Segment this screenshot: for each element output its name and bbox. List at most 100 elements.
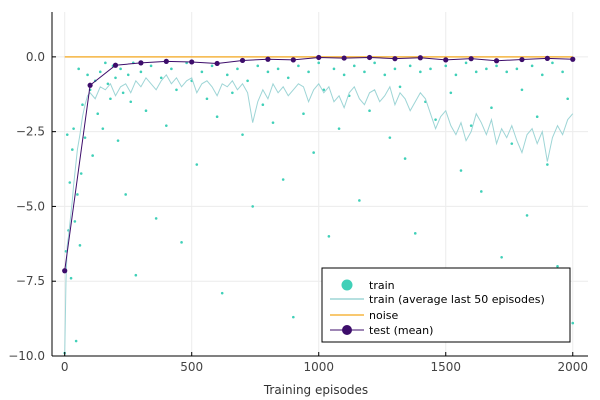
train-point — [556, 264, 559, 268]
y-tick-label: −5.0 — [16, 199, 45, 213]
train-point — [352, 64, 356, 68]
legend-entry-train-average: train (average last 50 episodes) — [330, 293, 545, 306]
test-mean-point — [570, 56, 576, 62]
train-point — [77, 67, 80, 71]
train-point — [388, 136, 392, 139]
train-point — [101, 127, 105, 130]
train-point — [65, 133, 69, 136]
test-mean-point — [468, 56, 474, 62]
train-point — [71, 148, 74, 151]
train-point — [551, 61, 554, 65]
train-point — [241, 133, 244, 136]
legend-entry-noise: noise — [330, 309, 398, 322]
train-point — [124, 193, 127, 196]
train-point — [91, 154, 94, 157]
train-point — [154, 217, 158, 220]
train-point — [225, 73, 229, 77]
train-point — [165, 124, 168, 127]
train-point — [74, 339, 78, 343]
legend-entry-test-mean: test (mean) — [330, 324, 433, 337]
train-point — [317, 61, 321, 65]
train-point — [86, 73, 89, 77]
train-point — [505, 70, 509, 74]
axes — [51, 12, 588, 357]
x-tick-label: 2000 — [557, 360, 588, 374]
train-point — [276, 67, 280, 71]
train-point — [454, 73, 458, 77]
train-point — [444, 64, 448, 68]
x-tick-label: 500 — [180, 360, 203, 374]
legend-label-noise: noise — [369, 309, 398, 322]
train-point — [373, 61, 376, 65]
test-mean-point — [366, 54, 373, 61]
legend-label-train: train — [369, 279, 395, 292]
train-point — [393, 67, 397, 71]
y-tick-label: −2.5 — [16, 125, 45, 139]
train-point — [96, 112, 100, 116]
train-point — [215, 115, 219, 118]
train-point — [144, 109, 148, 113]
train-point — [236, 67, 239, 71]
test-mean-point — [87, 82, 93, 88]
train-point — [495, 64, 498, 68]
train-point — [83, 136, 87, 139]
y-tick-label: −10.0 — [8, 349, 45, 363]
train-point — [307, 70, 310, 74]
train-point — [134, 273, 138, 277]
legend-entry-train: train — [341, 279, 395, 292]
train-point — [261, 103, 265, 107]
test-mean-point — [417, 55, 423, 61]
train-point — [76, 193, 79, 196]
train-point — [398, 85, 402, 89]
x-tick-label: 1500 — [430, 360, 461, 374]
test-mean-point — [341, 55, 347, 61]
train-point — [109, 97, 112, 101]
test-mean-point — [493, 58, 500, 64]
train-point — [69, 276, 73, 280]
train-point — [312, 151, 315, 154]
train-point — [116, 139, 120, 142]
train-point — [121, 91, 125, 95]
test-mean-point — [443, 57, 449, 63]
x-tick-label: 1000 — [303, 360, 334, 374]
train-point — [546, 163, 549, 166]
test-mean-point — [189, 59, 195, 65]
train-point — [256, 64, 260, 68]
train-point — [571, 321, 575, 325]
train-point — [419, 70, 422, 74]
train-point — [327, 235, 331, 238]
train-point — [114, 76, 117, 80]
train-point — [78, 244, 82, 247]
test-mean-point — [163, 58, 169, 64]
train-point — [337, 127, 341, 130]
train-point — [469, 124, 473, 127]
train-point — [459, 169, 463, 172]
train-point — [200, 70, 204, 74]
train-point — [139, 70, 143, 74]
test-mean-point — [112, 62, 119, 68]
train-point — [474, 70, 478, 74]
train-point — [119, 67, 122, 71]
train-point — [251, 205, 254, 208]
test-mean-point — [392, 56, 398, 62]
train-point — [129, 100, 133, 104]
test-mean-point — [290, 57, 296, 63]
test-mean-point — [519, 56, 525, 63]
train-point — [520, 88, 524, 92]
train-point — [449, 91, 453, 95]
train-point — [72, 127, 75, 130]
train-point — [358, 199, 361, 202]
x-tick-label: 0 — [61, 360, 69, 374]
train-point — [408, 64, 412, 68]
train-point — [490, 106, 493, 110]
train-point — [363, 70, 366, 74]
train-point — [515, 67, 519, 71]
test-mean-point — [62, 268, 68, 274]
train-point — [429, 67, 432, 71]
train-point — [205, 97, 209, 101]
train-point — [286, 76, 290, 80]
train-point — [79, 172, 83, 175]
train-point — [525, 214, 529, 217]
train-point — [535, 115, 539, 118]
